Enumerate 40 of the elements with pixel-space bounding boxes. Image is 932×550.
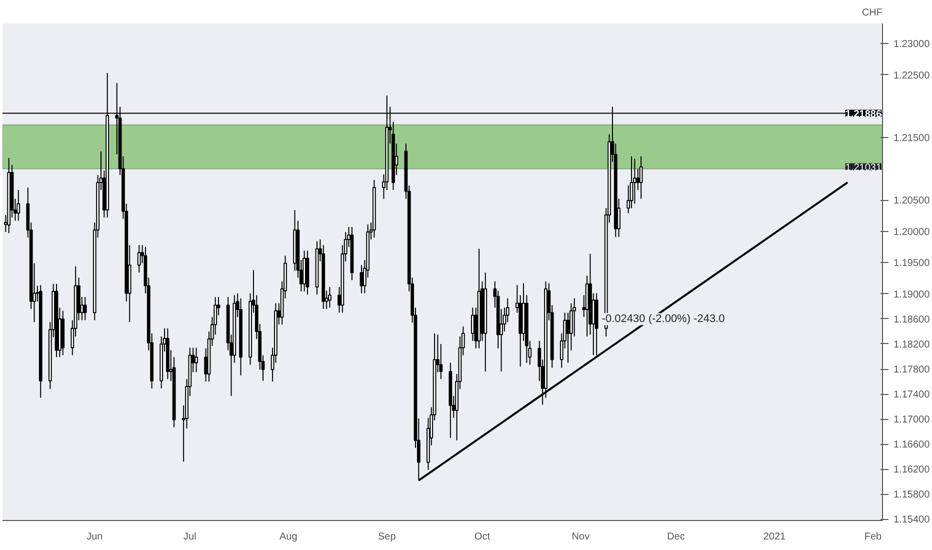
- x-tick-label: Sep: [378, 532, 396, 542]
- annotation: 1.21031: [845, 162, 882, 174]
- y-tick-label: 1.20500: [894, 196, 930, 207]
- y-tick-label: 1.19500: [894, 258, 930, 270]
- y-axis-title: CHF: [862, 8, 883, 18]
- x-tick-label: 2021: [763, 532, 786, 542]
- candlestick: [83, 296, 87, 321]
- x-tick-label: Jun: [86, 532, 103, 542]
- y-tick-label: 1.18200: [894, 339, 930, 350]
- x-tick-label: Dec: [667, 532, 685, 542]
- y-tick-label: 1.17400: [894, 390, 930, 401]
- x-tick-label: Oct: [474, 532, 490, 542]
- candlestick: [16, 190, 20, 222]
- candlestick: [360, 264, 364, 294]
- y-tick-label: 1.19000: [894, 289, 930, 300]
- y-tick-label: 1.16600: [894, 440, 930, 451]
- candlestick: [636, 168, 640, 190]
- x-tick-label: Jul: [184, 532, 196, 542]
- y-tick-label: 1.17000: [894, 414, 930, 426]
- candlestick: [639, 156, 643, 200]
- y-tick-label: 1.17800: [894, 364, 930, 376]
- y-tick-label: 1.16200: [894, 464, 930, 476]
- y-tick-label: 1.22500: [894, 70, 930, 82]
- x-tick-label: Feb: [864, 532, 882, 542]
- candlestick: [194, 347, 198, 373]
- y-tick-label: 1.23000: [894, 39, 930, 50]
- y-tick-label: 1.15800: [894, 490, 930, 501]
- candlestick: [566, 312, 570, 364]
- candlestick: [470, 307, 474, 342]
- ref-line-label: 1.21886: [845, 108, 882, 120]
- y-tick-label: 1.18600: [894, 314, 930, 326]
- annotation: -0.02430 (-2.00%) -243.0: [602, 313, 725, 326]
- candlestick: [328, 286, 332, 308]
- candlestick: [137, 244, 141, 274]
- candlestick: [633, 158, 636, 204]
- y-tick-label: 1.20000: [894, 226, 930, 238]
- x-tick-label: Aug: [280, 532, 298, 542]
- y-tick-label: 1.21500: [894, 132, 930, 144]
- y-tick-label: 1.15400: [894, 514, 930, 526]
- x-tick-label: Nov: [572, 532, 590, 542]
